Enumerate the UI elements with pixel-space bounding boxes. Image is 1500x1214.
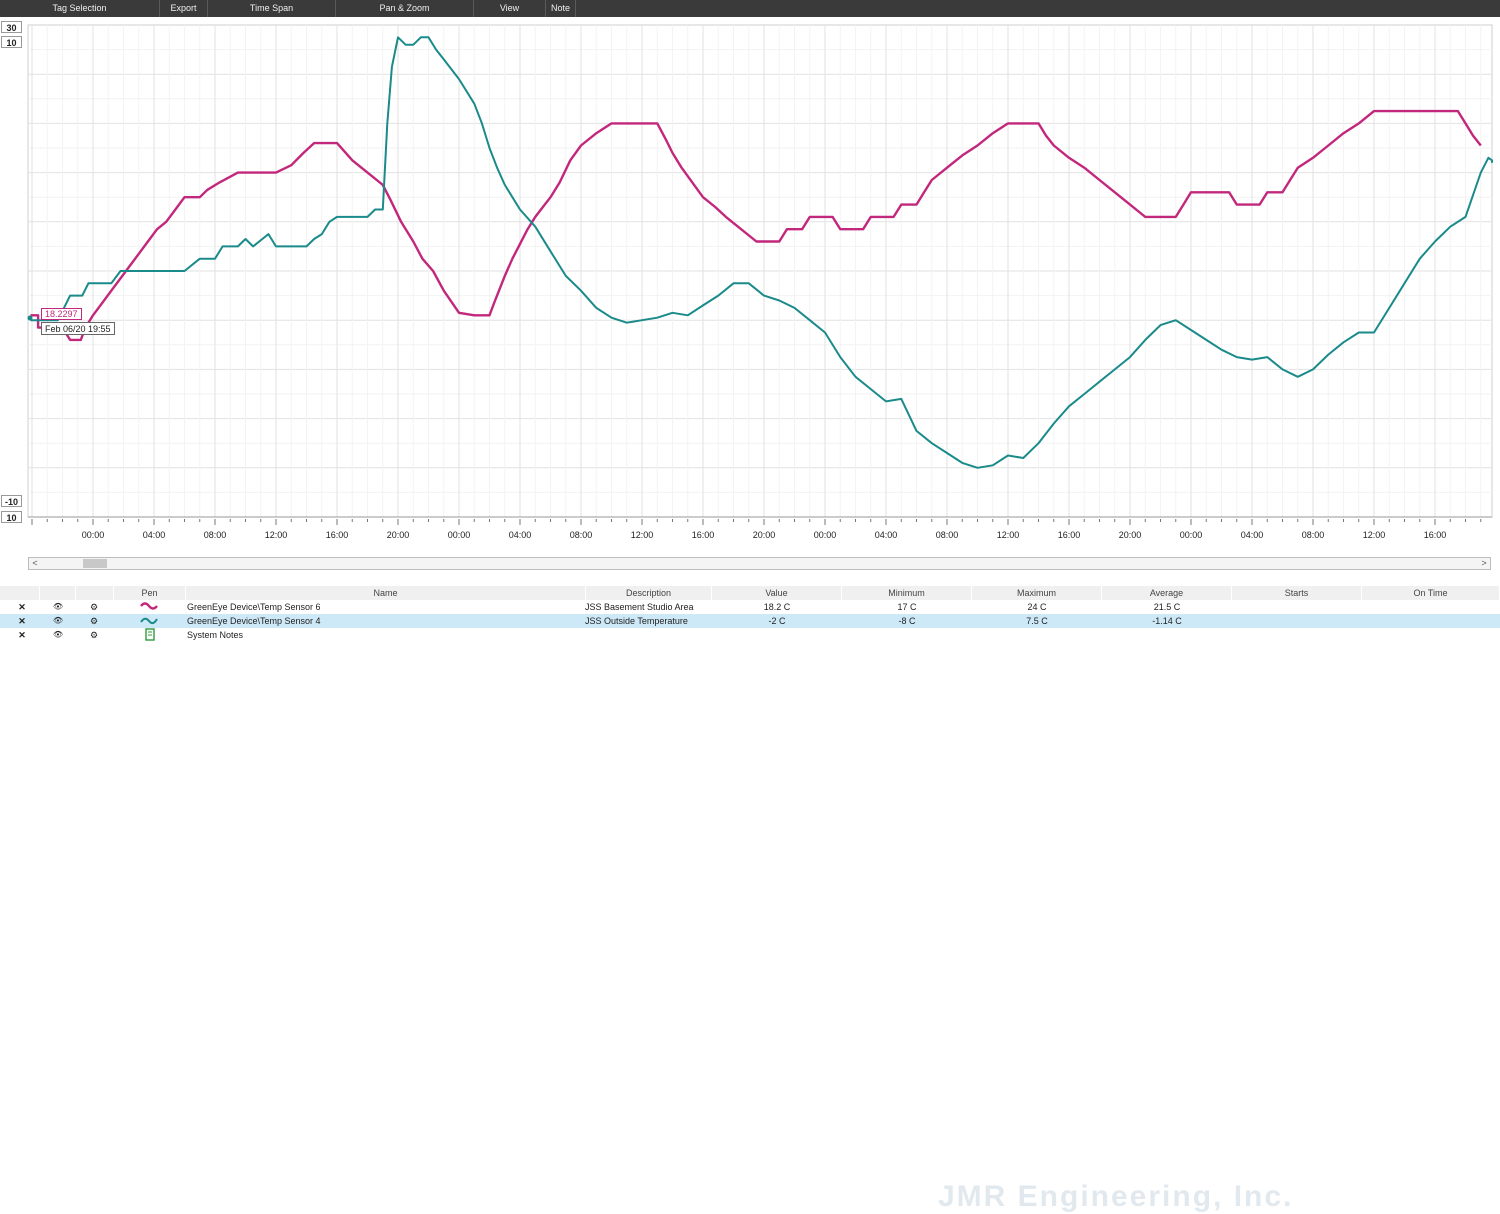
x-tick-label: 08:00 [936, 530, 959, 540]
x-tick-label: 04:00 [509, 530, 532, 540]
table-row[interactable]: ✕ 👁 ⚙ GreenEye Device\Temp Sensor 6 JSS … [0, 600, 1500, 614]
close-icon[interactable]: ✕ [18, 602, 26, 612]
eye-icon[interactable]: 👁 [52, 602, 64, 611]
header-value[interactable]: Value [712, 586, 842, 600]
menu-pan-zoom[interactable]: Pan & Zoom [336, 0, 474, 17]
pen-minimum: 17 C [897, 602, 917, 612]
pen-description: JSS Basement Studio Area [585, 602, 694, 612]
pen-table: Pen Name Description Value Minimum Maxim… [0, 586, 1500, 1213]
menu-view[interactable]: View [474, 0, 546, 17]
x-tick-label: 20:00 [753, 530, 776, 540]
x-tick-label: 00:00 [1180, 530, 1203, 540]
cursor-value-tooltip: 18.2297 [41, 308, 82, 320]
x-tick-label: 12:00 [265, 530, 288, 540]
gear-icon[interactable]: ⚙ [89, 616, 99, 626]
pen-name: System Notes [187, 630, 244, 640]
table-row[interactable]: ✕ 👁 ⚙ GreenEye Device\Temp Sensor 4 JSS … [0, 614, 1500, 628]
header-maximum[interactable]: Maximum [972, 586, 1102, 600]
header-close [0, 586, 40, 600]
close-icon[interactable]: ✕ [18, 630, 26, 640]
pen-description: JSS Outside Temperature [585, 616, 688, 626]
header-minimum[interactable]: Minimum [842, 586, 972, 600]
x-tick-label: 16:00 [326, 530, 349, 540]
pen-maximum: 7.5 C [1026, 616, 1048, 626]
header-description[interactable]: Description [586, 586, 712, 600]
trend-chart[interactable]: 00:00 04:00 08:00 12:00 16:00 20:00 00:00 04:00… [0, 17, 1500, 545]
menu-export[interactable]: Export [160, 0, 208, 17]
pen-starts [1232, 600, 1362, 614]
pen-on-time [1362, 600, 1500, 614]
teal-axis-max: 10 [1, 36, 22, 48]
pen-minimum: -8 C [898, 616, 916, 626]
x-tick-label: 00:00 [82, 530, 105, 540]
scroll-left-icon[interactable]: < [32, 558, 38, 568]
x-tick-label: 12:00 [631, 530, 654, 540]
horizontal-scrollbar[interactable]: < > [28, 557, 1491, 570]
cursor-marker [27, 315, 33, 321]
x-tick-label: 08:00 [570, 530, 593, 540]
pink-axis-min: 10 [1, 511, 22, 523]
header-starts[interactable]: Starts [1232, 586, 1362, 600]
pen-average: -1.14 C [1152, 616, 1182, 626]
pen-value: 18.2 C [763, 602, 791, 612]
header-visible [40, 586, 76, 600]
menu-bar: Tag Selection Export Time Span Pan & Zoo… [0, 0, 1500, 17]
header-on-time[interactable]: On Time [1362, 586, 1500, 600]
pen-swatch-teal-icon [138, 614, 164, 628]
pen-name: GreenEye Device\Temp Sensor 6 [187, 602, 321, 612]
series-line-temp-sensor-4 [30, 36, 1493, 469]
x-tick-label: 12:00 [997, 530, 1020, 540]
pen-on-time [1362, 614, 1500, 628]
header-pen[interactable]: Pen [114, 586, 186, 600]
pen-name: GreenEye Device\Temp Sensor 4 [187, 616, 321, 626]
x-tick-label: 12:00 [1363, 530, 1386, 540]
x-tick-label: 00:00 [814, 530, 837, 540]
menu-note[interactable]: Note [546, 0, 576, 17]
menu-time-span[interactable]: Time Span [208, 0, 336, 17]
header-average[interactable]: Average [1102, 586, 1232, 600]
x-tick-label: 16:00 [1058, 530, 1081, 540]
x-tick-label: 08:00 [204, 530, 227, 540]
x-tick-label: 04:00 [143, 530, 166, 540]
pen-swatch-pink-icon [138, 600, 164, 614]
gear-icon[interactable]: ⚙ [89, 630, 99, 640]
teal-axis-min: -10 [1, 495, 22, 507]
x-tick-label: 16:00 [692, 530, 715, 540]
pen-value: -2 C [768, 616, 786, 626]
x-tick-label: 20:00 [1119, 530, 1142, 540]
pink-axis-max: 30 [1, 21, 22, 33]
x-tick-label: 00:00 [448, 530, 471, 540]
close-icon[interactable]: ✕ [18, 616, 26, 626]
x-tick-label: 20:00 [387, 530, 410, 540]
gear-icon[interactable]: ⚙ [89, 602, 99, 612]
series-line-temp-sensor-6 [30, 109, 1482, 342]
header-name[interactable]: Name [186, 586, 586, 600]
eye-icon[interactable]: 👁 [52, 630, 64, 639]
scroll-thumb[interactable] [83, 559, 107, 568]
company-watermark: JMR Engineering, Inc. [938, 1180, 1294, 1213]
scroll-right-icon[interactable]: > [1481, 558, 1487, 568]
pen-average: 21.5 C [1153, 602, 1181, 612]
x-tick-label: 08:00 [1302, 530, 1325, 540]
cursor-time-tooltip: Feb 06/20 19:55 [41, 322, 115, 335]
chart-canvas[interactable]: 00:00 04:00 08:00 12:00 16:00 20:00 00:00 04:00… [0, 17, 1500, 545]
menu-tag-selection[interactable]: Tag Selection [0, 0, 160, 17]
x-tick-label: 04:00 [875, 530, 898, 540]
pen-maximum: 24 C [1027, 602, 1047, 612]
x-tick-label: 16:00 [1424, 530, 1447, 540]
eye-icon[interactable]: 👁 [52, 616, 64, 625]
pen-starts [1232, 614, 1362, 628]
header-settings [76, 586, 114, 600]
x-tick-label: 04:00 [1241, 530, 1264, 540]
